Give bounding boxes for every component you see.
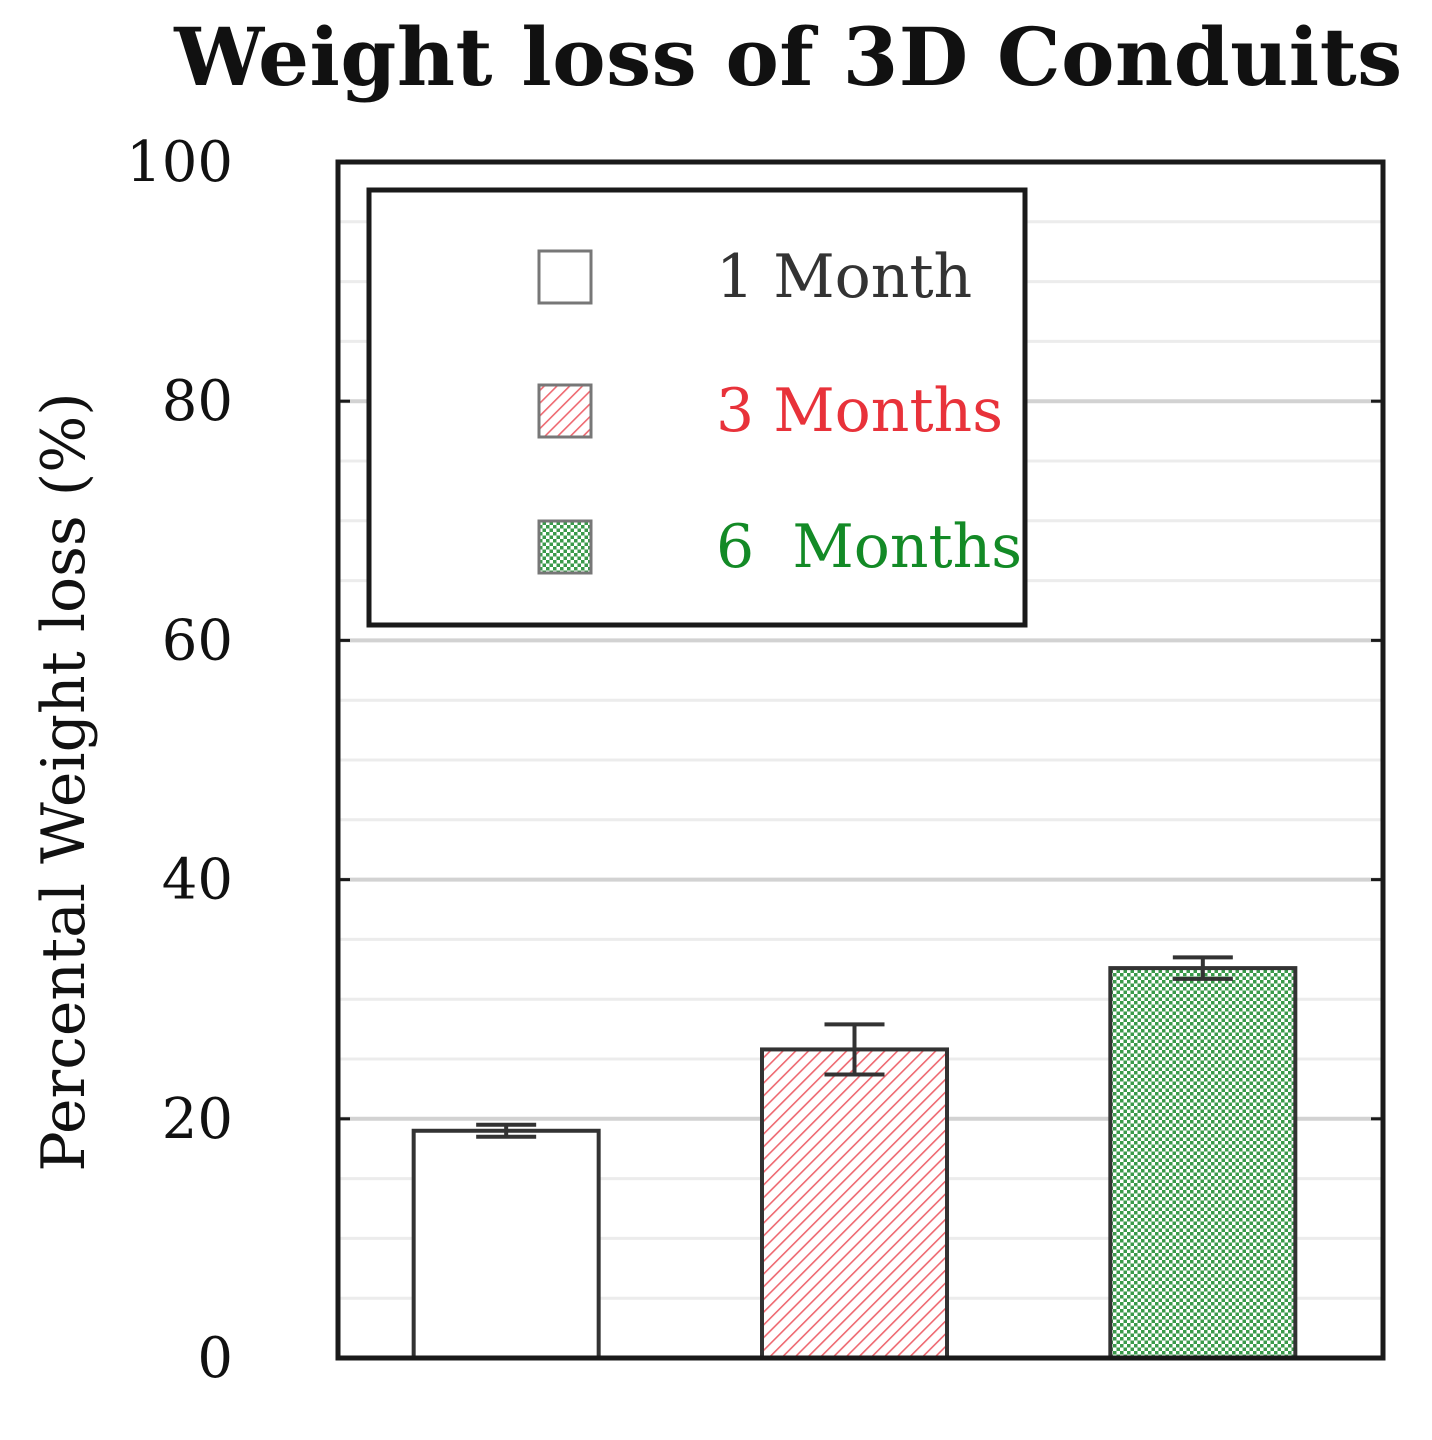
legend-swatch-1 [537, 249, 593, 305]
bars [411, 966, 1298, 1361]
y-tick-label: 0 [197, 1326, 233, 1391]
y-tick-label: 40 [162, 848, 233, 913]
y-tick-label: 20 [162, 1087, 233, 1152]
y-axis-label: Percental Weight loss (%) [29, 392, 99, 1171]
legend: 1 Month 3 Months 6 Months [366, 187, 1028, 628]
bar-2 [760, 1047, 949, 1360]
legend-label-2: 3 Months [716, 376, 1003, 446]
legend-items: 1 Month 3 Months 6 Months [537, 242, 1022, 582]
chart-title: Weight loss of 3D Conduits [174, 10, 1403, 104]
legend-swatch-2 [537, 383, 593, 439]
legend-box [366, 187, 1028, 628]
y-tick-label: 60 [162, 608, 233, 673]
legend-label-3: 6 Months [716, 512, 1022, 582]
plot-frame [335, 159, 1386, 1361]
bar-3 [1108, 966, 1298, 1360]
legend-swatch-3 [537, 519, 593, 575]
y-tick-label: 80 [162, 369, 233, 434]
error-bars [476, 955, 1233, 1139]
legend-label-1: 1 Month [716, 242, 972, 312]
y-tick-label: 100 [126, 130, 233, 195]
bar-1 [411, 1128, 601, 1361]
y-tick-labels: 0 20 40 60 80 100 [126, 130, 233, 1391]
